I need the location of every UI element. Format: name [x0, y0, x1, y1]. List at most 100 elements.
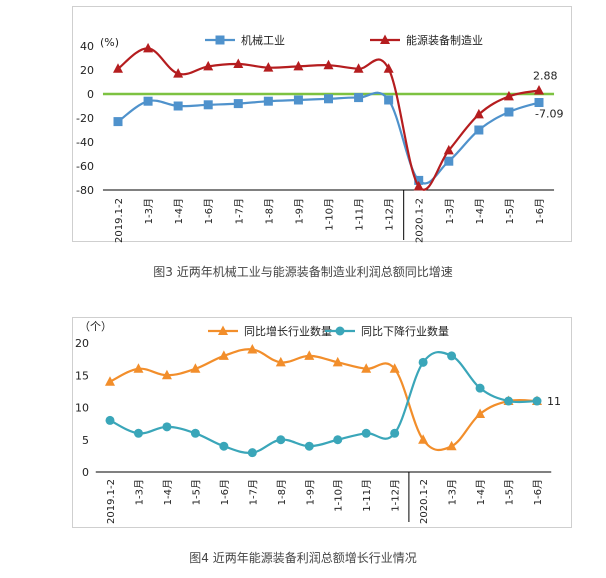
chart2-data-point — [247, 448, 257, 458]
chart1-x-tick-label: 1-3月 — [143, 198, 155, 224]
chart1-data-point — [143, 42, 154, 53]
chart2-data-point — [418, 357, 428, 367]
chart2-x-tick-label: 1-10月 — [333, 479, 345, 512]
chart2-x-tick-label: 1-6月 — [532, 479, 544, 505]
chart2-x-tick-label: 1-11月 — [361, 479, 373, 512]
chart2-data-point — [304, 350, 315, 360]
chart2-x-tick-label: 1-3月 — [133, 479, 145, 505]
chart1-x-tick-label: 1-8月 — [263, 198, 275, 224]
chart2-series-line-2 — [109, 351, 538, 454]
chart1-x-tick-label: 1-5月 — [504, 198, 516, 224]
chart-panel-2 — [72, 317, 572, 528]
chart1-data-point — [113, 117, 123, 127]
chart2-y-axis-label: （个） — [79, 320, 112, 333]
chart2-x-tick-label: 2020.1-2 — [419, 479, 430, 524]
chart2-x-tick-label: 1-4月 — [475, 479, 487, 505]
chart2-data-point — [304, 441, 314, 451]
chart1-data-label: 2.88 — [533, 70, 558, 83]
chart2-series-line-1 — [109, 348, 538, 452]
chart1-x-tick-label: 2020.1-2 — [415, 198, 426, 243]
chart1-data-point — [443, 144, 454, 155]
chart2-x-tick-label: 1-9月 — [304, 479, 316, 505]
chart1-x-tick-label: 1-6月 — [534, 198, 546, 224]
chart1-data-point — [203, 100, 213, 110]
chart1-x-tick-label: 1-4月 — [474, 198, 486, 224]
chart1-x-tick-label: 1-4月 — [173, 198, 185, 224]
chart1-data-point — [414, 175, 424, 185]
chart1-legend-label: 机械工业 — [241, 33, 285, 47]
chart1-data-point — [173, 68, 184, 78]
chart1-data-point — [354, 93, 364, 103]
chart2-data-point — [105, 415, 115, 425]
chart1-data-point — [504, 107, 514, 117]
chart2-legend-label: 同比增长行业数量 — [244, 324, 332, 338]
chart2-y-tick-label: 5 — [82, 434, 89, 447]
chart2-data-point — [219, 441, 229, 451]
chart1-series-line-2 — [117, 47, 540, 191]
chart1-x-tick-label: 1-11月 — [354, 198, 366, 231]
chart1-data-point — [293, 60, 304, 71]
chart2-y-tick-label: 15 — [75, 369, 89, 382]
chart2-legend-label: 同比下降行业数量 — [361, 324, 449, 338]
chart1-legend-label: 能源装备制造业 — [406, 33, 483, 47]
chart2-data-point — [133, 363, 144, 373]
chart1-y-axis-label: (%) — [100, 36, 119, 49]
chart1-data-point — [263, 96, 273, 106]
chart2-data-point — [447, 351, 457, 361]
chart1-x-tick-label: 1-12月 — [384, 198, 396, 231]
chart1-data-point — [263, 62, 274, 72]
chart2-x-tick-label: 1-7月 — [247, 479, 259, 505]
chart2-data-label: 11 — [547, 395, 561, 408]
chart1-legend-marker — [215, 35, 225, 45]
chart1-data-point — [143, 96, 153, 106]
chart1-x-tick-label: 1-7月 — [233, 198, 245, 224]
chart1-data-point — [203, 60, 214, 71]
chart1-x-tick-label: 1-3月 — [444, 198, 456, 224]
chart2-data-point — [247, 343, 258, 354]
chart2-y-tick-label: 10 — [75, 402, 89, 415]
chart1-data-point — [353, 63, 364, 73]
chart1-y-tick-label: -40 — [76, 136, 94, 149]
chart1-data-point — [383, 63, 394, 73]
chart2-x-tick-label: 1-3月 — [447, 479, 459, 505]
chart2-data-point — [332, 356, 343, 367]
chart1-data-point — [233, 99, 243, 109]
chart2-data-point — [161, 369, 172, 380]
chart2-data-point — [333, 435, 343, 445]
figure-4-caption: 图4 近两年能源装备利润总额增长行业情况 — [189, 551, 417, 565]
chart2-data-point — [390, 428, 400, 438]
chart1-data-point — [534, 98, 544, 108]
chart1-x-tick-label: 2019.1-2 — [114, 198, 125, 243]
chart2-data-point — [162, 422, 172, 432]
chart2-x-tick-label: 1-5月 — [504, 479, 516, 505]
chart2-x-tick-label: 2019.1-2 — [106, 479, 117, 524]
chart1-x-tick-label: 1-9月 — [293, 198, 305, 224]
chart2-data-point — [475, 408, 486, 418]
chart2-data-point — [446, 440, 457, 451]
chart2-legend-marker — [218, 325, 228, 335]
chart2-x-tick-label: 1-4月 — [162, 479, 174, 505]
chart1-y-tick-label: -60 — [76, 160, 94, 173]
chart1-data-point — [534, 85, 544, 95]
chart1-legend-marker — [380, 34, 390, 44]
chart2-data-point — [504, 396, 514, 406]
chart2-data-point — [532, 396, 542, 406]
chart1-y-tick-label: -20 — [76, 112, 94, 125]
chart2-data-point — [475, 383, 485, 393]
chart2-data-point — [190, 363, 201, 373]
chart2-data-point — [389, 363, 400, 373]
chart1-x-tick-label: 1-6月 — [203, 198, 215, 224]
chart1-data-point — [293, 95, 303, 105]
chart1-data-point — [233, 58, 244, 68]
chart2-y-tick-label: 20 — [75, 337, 89, 350]
chart2-data-point — [190, 428, 200, 438]
chart1-data-point — [323, 59, 334, 70]
chart2-x-tick-label: 1-12月 — [390, 479, 402, 512]
chart2-data-point — [275, 356, 286, 367]
chart1-data-point — [113, 63, 123, 73]
chart1-data-point — [413, 180, 424, 191]
chart2-data-point — [418, 434, 429, 444]
chart1-y-tick-label: -80 — [76, 184, 94, 197]
chart1-data-label: -7.09 — [535, 108, 563, 121]
